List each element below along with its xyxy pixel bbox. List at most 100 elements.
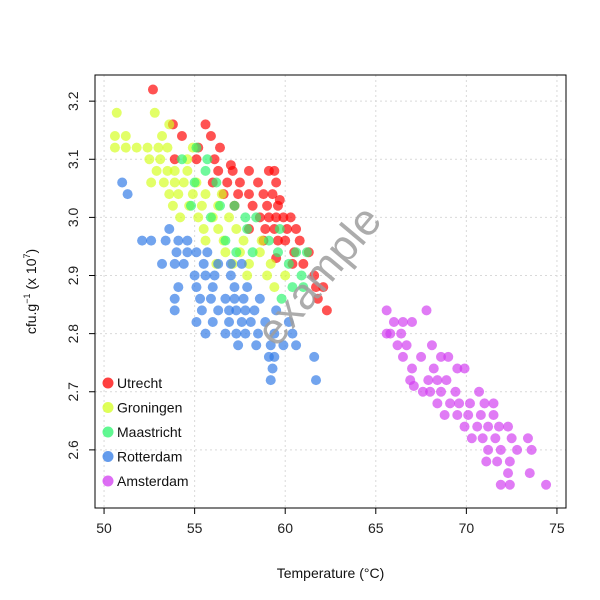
point-maastricht-13 (263, 235, 274, 246)
point-amsterdam-57 (503, 468, 514, 479)
point-amsterdam-27 (474, 386, 485, 397)
point-groningen-28 (200, 189, 211, 200)
point-utrecht-40 (291, 224, 302, 235)
point-groningen-47 (254, 247, 265, 258)
point-amsterdam-55 (492, 456, 503, 467)
point-amsterdam-49 (522, 433, 533, 444)
x-axis-title: Temperature (°C) (277, 565, 385, 581)
point-amsterdam-48 (506, 433, 517, 444)
legend-marker-utrecht (102, 377, 114, 389)
point-rotterdam-55 (269, 328, 280, 339)
point-rotterdam-45 (236, 317, 247, 328)
y-tick-label-0: 2.6 (65, 440, 81, 460)
point-rotterdam-39 (231, 305, 242, 316)
point-rotterdam-5 (173, 235, 184, 246)
point-amsterdam-26 (450, 386, 461, 397)
point-groningen-52 (242, 270, 253, 281)
point-groningen-9 (142, 142, 153, 153)
point-rotterdam-43 (207, 317, 218, 328)
point-maastricht-20 (301, 247, 312, 258)
point-amsterdam-10 (426, 340, 437, 351)
point-maastricht-14 (274, 224, 285, 235)
point-utrecht-28 (247, 200, 258, 211)
point-groningen-4 (120, 131, 131, 142)
point-utrecht-11 (213, 165, 224, 176)
point-utrecht-12 (227, 165, 238, 176)
point-groningen-3 (109, 131, 120, 142)
point-rotterdam-10 (191, 247, 202, 258)
point-utrecht-9 (209, 154, 220, 165)
point-rotterdam-34 (254, 293, 265, 304)
legend-marker-amsterdam (102, 475, 114, 487)
point-groningen-27 (187, 189, 198, 200)
point-rotterdam-28 (169, 293, 180, 304)
point-amsterdam-60 (504, 479, 515, 490)
point-utrecht-8 (191, 154, 202, 165)
point-amsterdam-3 (397, 317, 408, 328)
point-amsterdam-52 (512, 444, 523, 455)
y-axis-title-unit: cfu.g (23, 304, 39, 334)
point-groningen-25 (164, 189, 175, 200)
point-utrecht-50 (309, 270, 320, 281)
point-groningen-35 (193, 212, 204, 223)
point-amsterdam-39 (488, 410, 499, 421)
point-amsterdam-11 (397, 351, 408, 362)
point-groningen-32 (196, 200, 207, 211)
point-maastricht-18 (296, 270, 307, 281)
point-amsterdam-25 (436, 386, 447, 397)
point-maastricht-19 (291, 247, 302, 258)
point-maastricht-5 (211, 177, 222, 188)
point-amsterdam-34 (488, 398, 499, 409)
point-amsterdam-58 (524, 468, 535, 479)
y-tick-label-5: 3.1 (65, 149, 81, 169)
point-utrecht-18 (234, 177, 245, 188)
point-groningen-14 (155, 154, 166, 165)
point-utrecht-51 (311, 282, 322, 293)
point-rotterdam-56 (287, 328, 298, 339)
point-rotterdam-47 (260, 317, 271, 328)
point-amsterdam-8 (392, 340, 403, 351)
point-rotterdam-33 (238, 293, 249, 304)
point-utrecht-17 (222, 177, 233, 188)
point-groningen-38 (198, 224, 209, 235)
point-rotterdam-14 (178, 258, 189, 269)
point-maastricht-22 (298, 282, 309, 293)
point-amsterdam-54 (481, 456, 492, 467)
point-amsterdam-28 (408, 380, 419, 391)
point-rotterdam-3 (146, 235, 157, 246)
point-utrecht-20 (271, 177, 282, 188)
x-tick-label-4: 70 (459, 520, 475, 536)
point-utrecht-0 (147, 84, 158, 95)
x-tick-label-3: 65 (368, 520, 384, 536)
y-axis-title-close: ) (23, 249, 39, 254)
point-groningen-16 (151, 165, 162, 176)
point-amsterdam-31 (454, 398, 465, 409)
y-axis-title-power: 7 (22, 254, 32, 259)
point-amsterdam-18 (407, 363, 418, 374)
point-groningen-54 (280, 270, 291, 281)
point-utrecht-7 (169, 154, 180, 165)
point-utrecht-39 (282, 224, 293, 235)
y-axis-title-exponent: −1 (22, 294, 32, 304)
point-amsterdam-6 (396, 328, 407, 339)
point-rotterdam-50 (200, 328, 211, 339)
point-amsterdam-23 (417, 386, 428, 397)
point-groningen-55 (269, 282, 280, 293)
point-utrecht-6 (214, 142, 225, 153)
point-amsterdam-9 (401, 340, 412, 351)
point-rotterdam-17 (225, 258, 236, 269)
point-rotterdam-2 (137, 235, 148, 246)
point-amsterdam-44 (503, 421, 514, 432)
point-groningen-39 (213, 224, 224, 235)
point-rotterdam-42 (271, 305, 282, 316)
point-rotterdam-63 (263, 351, 274, 362)
point-groningen-11 (162, 142, 173, 153)
point-rotterdam-30 (205, 293, 216, 304)
point-groningen-53 (262, 270, 273, 281)
point-utrecht-49 (298, 258, 309, 269)
point-utrecht-22 (233, 189, 244, 200)
point-groningen-0 (111, 107, 122, 118)
point-utrecht-2 (200, 119, 211, 130)
point-amsterdam-50 (483, 444, 494, 455)
point-groningen-18 (169, 165, 180, 176)
